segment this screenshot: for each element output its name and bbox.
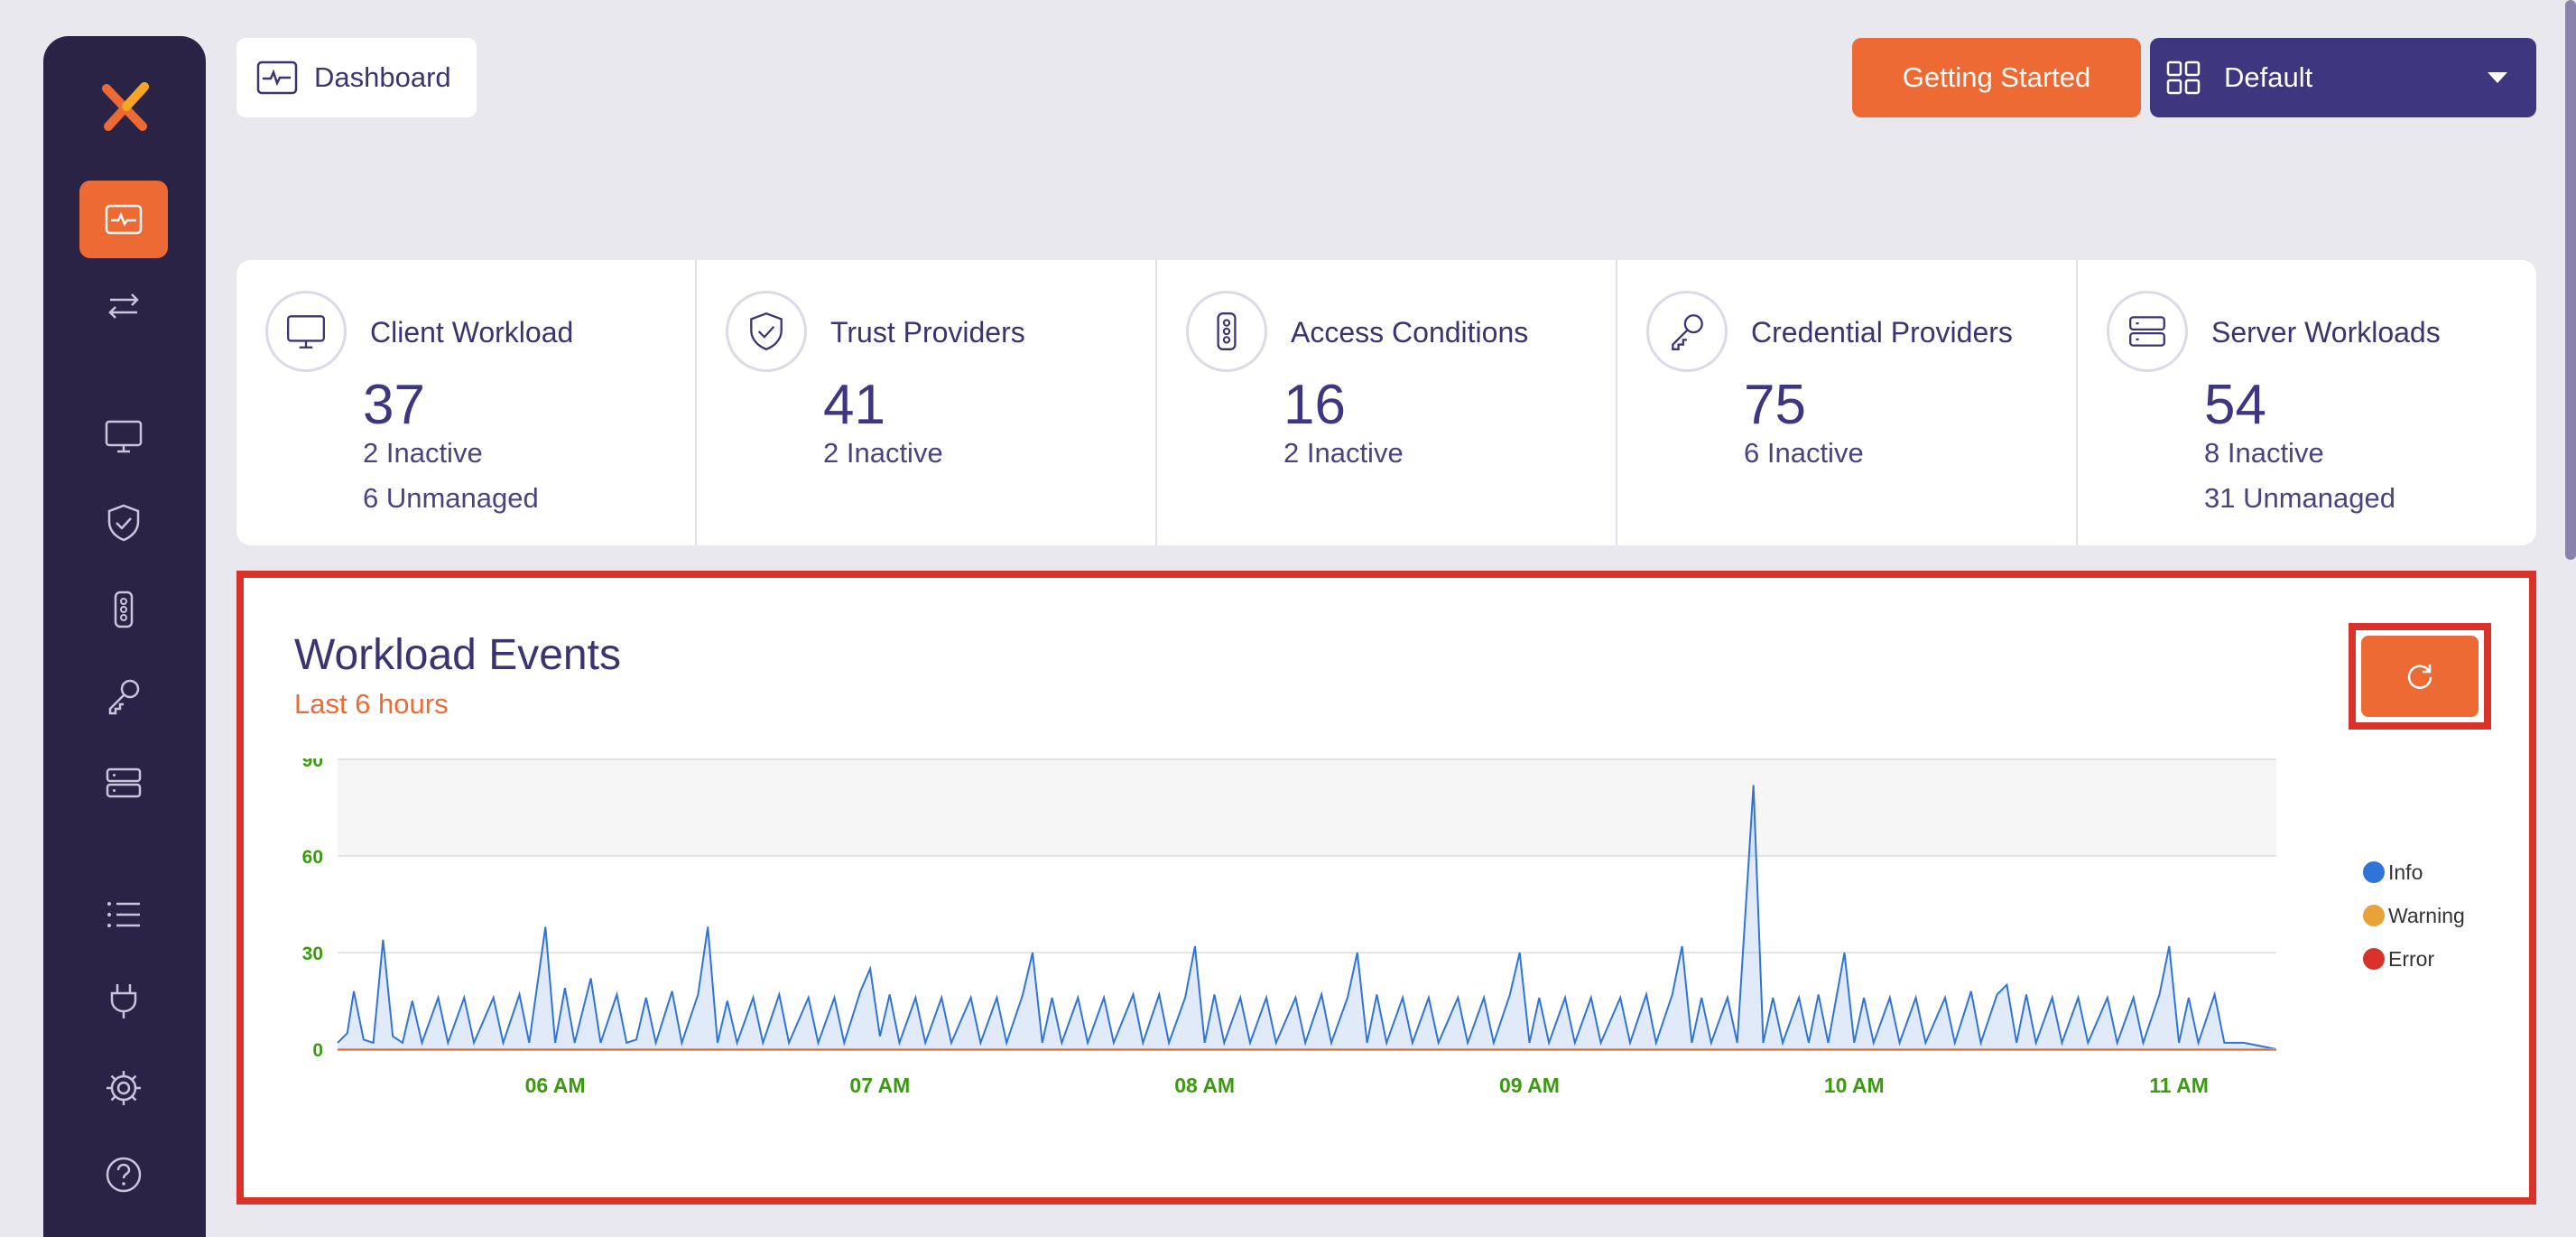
series-area-info: [338, 785, 2276, 1049]
plot-band: [338, 759, 2276, 856]
list-icon: [107, 902, 140, 927]
x-tick-label: 07 AM: [849, 1074, 910, 1097]
logo-icon[interactable]: [94, 76, 157, 139]
stat-access-conditions[interactable]: Access Conditions 16 2 Inactive: [1157, 260, 1617, 545]
traffic-light-icon: [1186, 291, 1267, 372]
stat-inactive: 2 Inactive: [823, 437, 943, 469]
y-tick-label: 60: [302, 847, 323, 868]
legend-item-warning[interactable]: Warning: [2363, 894, 2465, 937]
refresh-icon: [2407, 664, 2432, 689]
server-icon: [2107, 291, 2188, 372]
stat-unmanaged: 31 Unmanaged: [2204, 482, 2395, 514]
server-icon: [106, 767, 142, 798]
gear-icon: [107, 1071, 141, 1105]
legend-swatch-info: [2363, 861, 2385, 883]
stat-unmanaged: 6 Unmanaged: [363, 482, 539, 514]
sidebar-item-settings[interactable]: [79, 1049, 168, 1127]
x-tick-label: 06 AM: [525, 1074, 586, 1097]
page-scrollbar[interactable]: [2565, 0, 2576, 560]
legend-item-error[interactable]: Error: [2363, 937, 2465, 981]
refresh-button[interactable]: [2361, 636, 2479, 717]
sidebar-item-help[interactable]: [79, 1136, 168, 1214]
stat-value: 41: [823, 374, 885, 436]
sidebar-item-flows[interactable]: [79, 267, 168, 345]
sidebar-item-server-workloads[interactable]: [79, 744, 168, 822]
refresh-button-highlight: [2349, 623, 2491, 730]
stat-value: 54: [2204, 374, 2266, 436]
chevron-down-icon: [2488, 72, 2507, 83]
dashboard-icon: [105, 204, 143, 235]
legend-swatch-warning: [2363, 905, 2385, 926]
stat-label: Access Conditions: [1291, 316, 1529, 349]
breadcrumb-label: Dashboard: [314, 61, 451, 93]
stat-trust-providers[interactable]: Trust Providers 41 2 Inactive: [697, 260, 1157, 545]
stat-inactive: 2 Inactive: [1283, 437, 1404, 469]
sidebar-item-logs[interactable]: [79, 876, 168, 953]
legend-label: Error: [2388, 946, 2435, 971]
dashboard-icon: [256, 60, 298, 95]
help-icon: [106, 1157, 142, 1193]
chart-legend: Info Warning Error: [2363, 851, 2465, 981]
x-tick-label: 09 AM: [1499, 1074, 1560, 1097]
y-tick-label: 30: [302, 944, 323, 964]
x-tick-label: 10 AM: [1824, 1074, 1885, 1097]
sidebar-item-client-workloads[interactable]: [79, 397, 168, 475]
sidebar-item-integrations[interactable]: [79, 963, 168, 1040]
traffic-light-icon: [114, 591, 134, 628]
grid-icon: [2166, 60, 2201, 95]
arrows-icon: [108, 293, 139, 319]
x-tick-label: 11 AM: [2149, 1074, 2209, 1097]
events-chart: 0 30 60 90 06 AM 07 AM 08 AM 09 AM 10 AM 11 AM: [302, 758, 2277, 1097]
stat-label: Client Workload: [370, 316, 574, 349]
stat-label: Credential Providers: [1751, 316, 2013, 349]
stat-credential-providers[interactable]: Credential Providers 75 6 Inactive: [1617, 260, 2078, 545]
sidebar-item-access-conditions[interactable]: [79, 571, 168, 648]
sidebar-item-dashboard[interactable]: [79, 181, 168, 258]
stat-label: Trust Providers: [830, 316, 1025, 349]
stat-label: Server Workloads: [2211, 316, 2441, 349]
getting-started-button[interactable]: Getting Started: [1852, 38, 2141, 117]
legend-swatch-error: [2363, 948, 2385, 970]
sidebar-item-trust-providers[interactable]: [79, 484, 168, 562]
legend-label: Warning: [2388, 903, 2465, 927]
key-icon: [108, 679, 140, 715]
legend-label: Info: [2388, 860, 2423, 884]
stat-inactive: 2 Inactive: [363, 437, 483, 469]
stat-inactive: 6 Inactive: [1744, 437, 1864, 469]
shield-icon: [726, 291, 807, 372]
stat-inactive: 8 Inactive: [2204, 437, 2324, 469]
workspace-select-value: Default: [2224, 61, 2313, 93]
y-tick-label: 90: [302, 758, 323, 771]
stat-value: 16: [1283, 374, 1346, 436]
stat-client-workload[interactable]: Client Workload 37 2 Inactive 6 Unmanage…: [236, 260, 697, 545]
stat-value: 37: [363, 374, 425, 436]
stat-value: 75: [1744, 374, 1806, 436]
series-line-info: [337, 785, 2277, 1050]
plug-icon: [110, 984, 137, 1018]
legend-item-info[interactable]: Info: [2363, 851, 2465, 894]
workspace-select[interactable]: Default: [2150, 38, 2536, 117]
events-subtitle: Last 6 hours: [294, 688, 449, 720]
monitor-icon: [265, 291, 347, 372]
workload-events-panel: Workload Events Last 6 hours 0 30 60 90 06 A…: [236, 571, 2536, 1204]
monitor-icon: [105, 420, 143, 453]
x-tick-label: 08 AM: [1174, 1074, 1235, 1097]
stats-panel: Client Workload 37 2 Inactive 6 Unmanage…: [236, 260, 2536, 545]
y-tick-label: 0: [312, 1040, 323, 1061]
sidebar-item-credential-providers[interactable]: [79, 657, 168, 735]
stat-server-workloads[interactable]: Server Workloads 54 8 Inactive 31 Unmana…: [2078, 260, 2536, 545]
events-title: Workload Events: [294, 631, 621, 679]
shield-icon: [107, 504, 140, 542]
sidebar: [43, 36, 206, 1237]
key-icon: [1646, 291, 1728, 372]
breadcrumb[interactable]: Dashboard: [236, 38, 477, 117]
